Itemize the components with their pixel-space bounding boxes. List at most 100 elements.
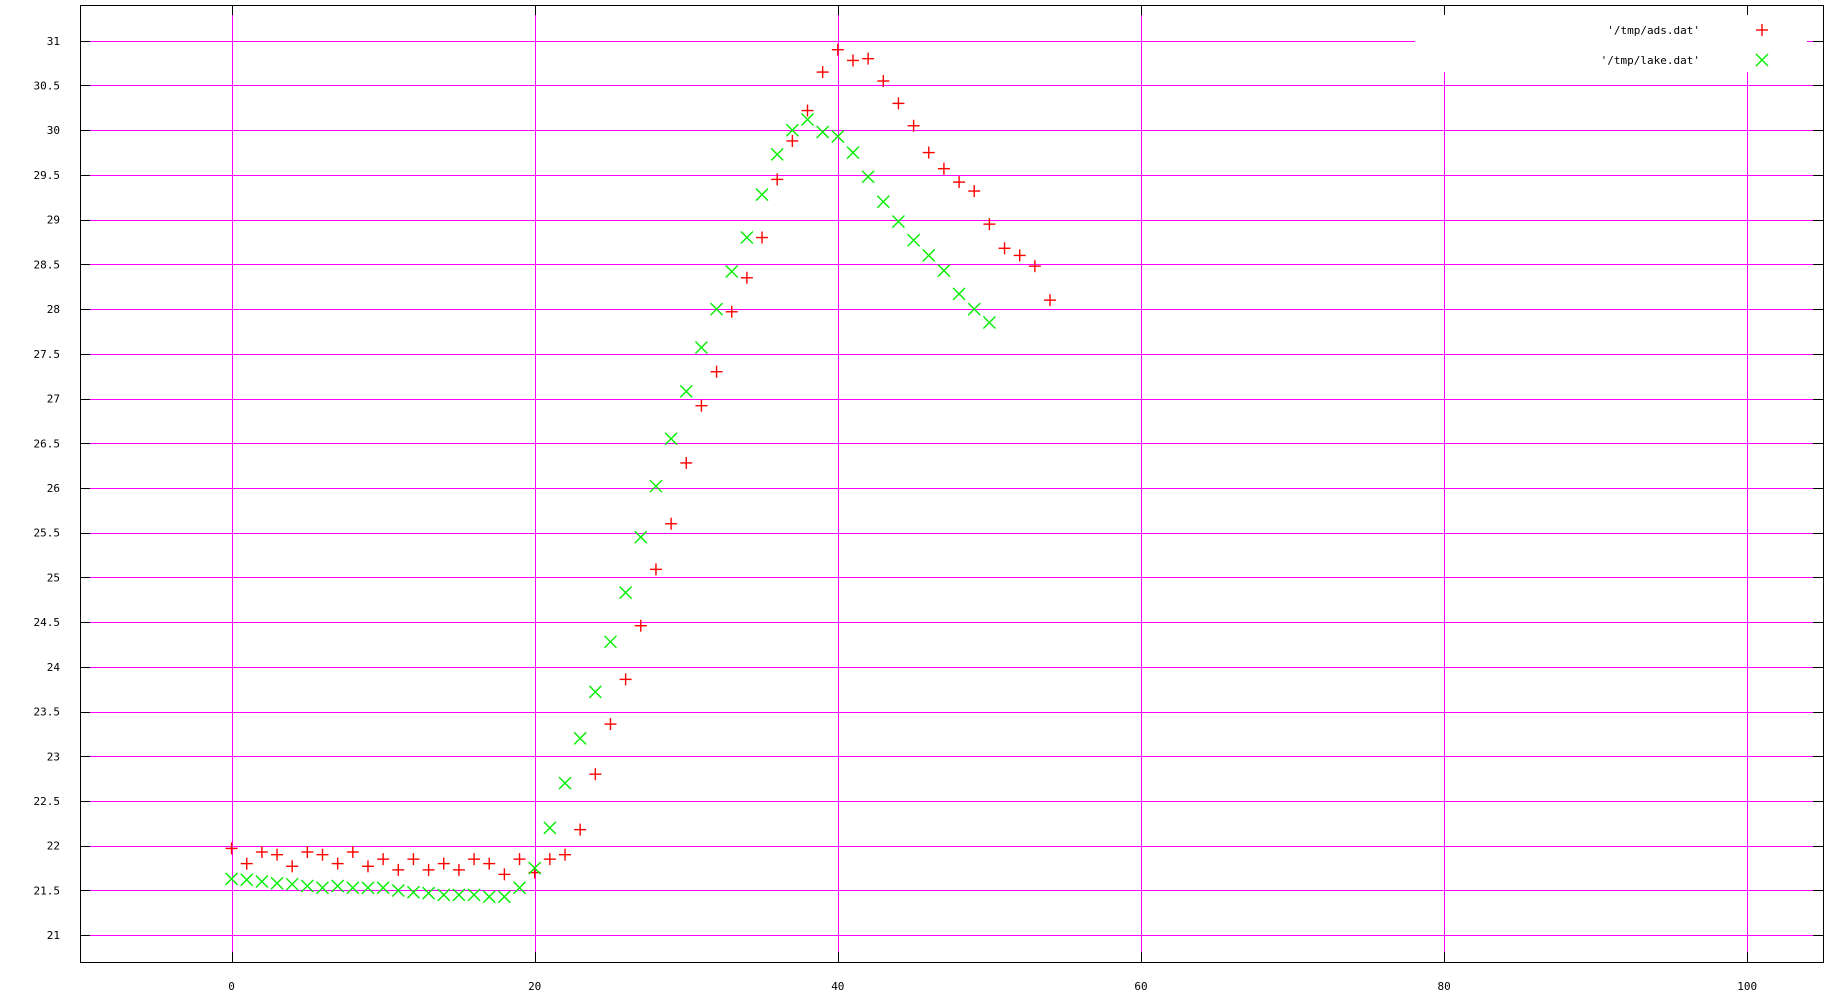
y-tick-labels: 21 21.5 22 22.5 23 23.5 24 24.5 25 25.5 26 26.5 27 27… (34, 35, 61, 942)
data-point (982, 316, 996, 330)
data-point (482, 890, 496, 904)
data-point (710, 302, 724, 316)
data-point (316, 881, 329, 895)
x-tick-labels: 0 20 40 60 80 100 (228, 980, 1757, 993)
y-tick-label: 30 (47, 124, 60, 137)
data-point (513, 881, 527, 895)
y-tick-label: 26 (47, 482, 60, 495)
x-tick-label: 60 (1134, 980, 1147, 993)
data-point (816, 66, 829, 79)
legend-label: '/tmp/ads.dat' (1607, 24, 1700, 37)
data-point (573, 731, 587, 745)
legend-entry: '/tmp/lake.dat' (1601, 53, 1769, 67)
data-point (679, 384, 693, 398)
y-tick-label: 28.5 (34, 258, 61, 271)
data-point (619, 586, 633, 600)
data-point (740, 231, 754, 245)
y-tick-label: 31 (47, 35, 60, 48)
data-point (407, 853, 420, 866)
data-point (392, 863, 405, 876)
y-tick-label: 29 (47, 214, 60, 227)
data-point (771, 173, 784, 186)
data-point (922, 248, 936, 262)
y-tick-label: 25 (47, 571, 60, 584)
legend-label: '/tmp/lake.dat' (1601, 54, 1700, 67)
y-tick-label: 24 (47, 661, 61, 674)
data-point (619, 673, 632, 686)
data-point (316, 848, 329, 861)
data-point (953, 176, 966, 189)
data-point (513, 853, 526, 866)
data-point (1013, 249, 1026, 262)
data-point (240, 857, 253, 870)
tick-marks (80, 5, 1823, 962)
y-tick-label: 22 (47, 840, 60, 853)
data-point (437, 857, 450, 870)
data-point (725, 305, 738, 318)
data-point (665, 517, 678, 530)
legend-box (1415, 14, 1807, 72)
data-point (376, 881, 390, 895)
data-point (801, 112, 815, 126)
x-tick-label: 80 (1437, 980, 1450, 993)
data-point (680, 456, 693, 469)
data-point (649, 479, 663, 493)
data-point (876, 195, 890, 209)
data-point (483, 857, 496, 870)
y-tick-label: 24.5 (34, 616, 61, 629)
data-point (391, 883, 405, 897)
data-point (406, 885, 420, 899)
data-point (498, 868, 511, 881)
y-tick-label: 27.5 (34, 348, 61, 361)
series-2 (225, 112, 996, 904)
data-point (937, 264, 951, 278)
legend-marker (1755, 53, 1769, 67)
data-point (756, 231, 769, 244)
legend-entry: '/tmp/ads.dat' (1607, 24, 1768, 37)
data-point (255, 845, 268, 858)
y-tick-label: 23.5 (34, 706, 61, 719)
data-point (285, 877, 299, 891)
data-point (634, 530, 648, 544)
data-point (710, 365, 723, 378)
y-tick-label: 21 (47, 929, 60, 942)
data-point (468, 853, 481, 866)
grid-lines (80, 5, 1823, 962)
data-point (452, 863, 465, 876)
data-point (861, 170, 875, 184)
data-point (725, 265, 739, 279)
data-point (907, 119, 920, 132)
data-point (467, 888, 481, 902)
data-point (270, 876, 284, 890)
data-point (225, 872, 239, 886)
y-tick-label: 23 (47, 750, 60, 763)
data-point (543, 853, 556, 866)
data-point (300, 879, 314, 893)
data-point (755, 188, 769, 202)
data-point (271, 848, 284, 861)
x-tick-label: 0 (228, 980, 235, 993)
data-point (831, 129, 845, 143)
data-point (361, 860, 374, 873)
data-point (422, 863, 435, 876)
data-point (346, 845, 359, 858)
y-tick-label: 21.5 (34, 884, 61, 897)
data-point (786, 134, 799, 147)
data-point (922, 146, 935, 159)
data-point (589, 768, 602, 781)
data-point (740, 271, 753, 284)
data-point (785, 123, 799, 137)
data-point (346, 881, 360, 895)
data-point (983, 218, 996, 231)
y-tick-label: 26.5 (34, 437, 61, 450)
data-point (967, 302, 981, 316)
data-point (331, 879, 345, 893)
data-point (877, 75, 890, 88)
y-tick-label: 28 (47, 303, 60, 316)
data-point (497, 890, 511, 904)
x-tick-label: 20 (528, 980, 541, 993)
data-point (891, 214, 905, 228)
y-tick-label: 25.5 (34, 527, 61, 540)
data-point (240, 873, 254, 887)
